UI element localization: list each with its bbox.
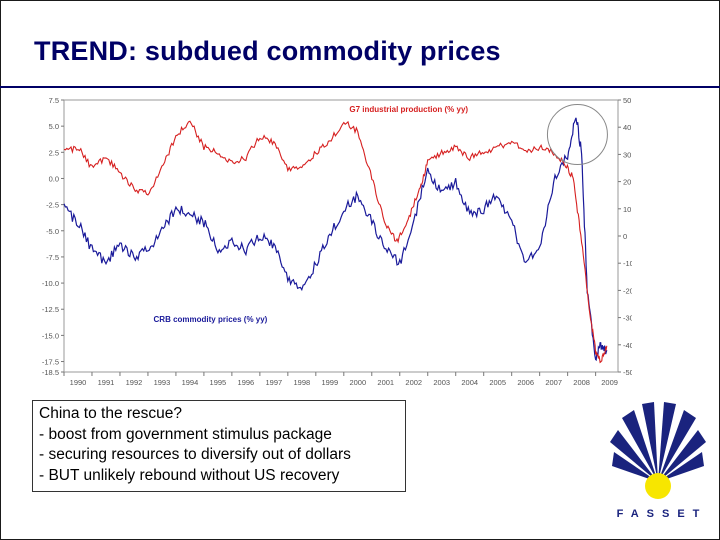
series-label-g7: G7 industrial production (% yy) <box>349 105 468 114</box>
dual-axis-line-chart: 7.5 5.0 2.5 0.0 -2.5 -5.0 -7.5 -10.0 -12.5 -15.0 -… <box>32 92 632 392</box>
chart-svg: 7.5 5.0 2.5 0.0 -2.5 -5.0 -7.5 -10.0 -12.5 -15.0 -… <box>42 96 632 387</box>
right-tick-label: -40 <box>623 341 632 350</box>
series-label-crb: CRB commodity prices (% yy) <box>154 315 268 324</box>
right-tick-label: 40 <box>623 123 631 132</box>
left-tick-label: -18.5 <box>42 368 59 377</box>
x-tick-label: 1993 <box>154 378 171 387</box>
left-tick-label: -7.5 <box>46 253 59 262</box>
right-tick-label: 30 <box>623 150 631 159</box>
x-tick-label: 2001 <box>377 378 394 387</box>
x-tick-label: 2004 <box>461 378 478 387</box>
right-tick-label: -50 <box>623 368 632 377</box>
title-rule <box>0 86 720 88</box>
x-tick-label: 1991 <box>98 378 115 387</box>
x-tick-label: 1992 <box>126 378 143 387</box>
x-tick-label: 2005 <box>489 378 506 387</box>
right-tick-label: 10 <box>623 205 631 214</box>
left-tick-label: 0.0 <box>49 174 59 183</box>
left-tick-label: 2.5 <box>49 148 59 157</box>
x-tick-label: 2009 <box>601 378 618 387</box>
x-tick-label: 1998 <box>293 378 310 387</box>
x-tick-label: 2007 <box>545 378 562 387</box>
china-callout-box: China to the rescue? - boost from govern… <box>32 400 406 492</box>
left-tick-label: 7.5 <box>49 96 59 105</box>
callout-line: - securing resources to diversify out of… <box>39 446 351 463</box>
series-line-crb-commodity-prices <box>63 117 608 362</box>
right-tick-label: 50 <box>623 96 631 105</box>
peak-circle-annotation <box>546 104 608 166</box>
right-tick-label: -30 <box>623 314 632 323</box>
right-tick-label: -10 <box>623 259 632 268</box>
left-tick-label: -12.5 <box>42 305 59 314</box>
x-tick-label: 2008 <box>573 378 590 387</box>
logo-wordmark: FASSET <box>616 508 708 520</box>
x-tick-label: 2003 <box>433 378 450 387</box>
x-tick-label: 1990 <box>70 378 87 387</box>
left-tick-label: -2.5 <box>46 201 59 210</box>
right-tick-label: -20 <box>623 286 632 295</box>
fasset-logo: FASSET <box>608 400 708 530</box>
right-tick-label: 20 <box>623 178 631 187</box>
x-tick-label: 1994 <box>182 378 199 387</box>
slide-title: TREND: subdued commodity prices <box>34 36 501 66</box>
x-tick-label: 1999 <box>321 378 338 387</box>
left-tick-label: 5.0 <box>49 122 59 131</box>
fasset-sunburst-icon <box>610 402 706 499</box>
left-tick-label: -10.0 <box>42 279 59 288</box>
x-tick-label: 1995 <box>210 378 227 387</box>
x-tick-label: 2000 <box>349 378 366 387</box>
left-tick-label: -5.0 <box>46 227 59 236</box>
left-tick-label: -17.5 <box>42 358 59 367</box>
callout-line: - BUT unlikely rebound without US recove… <box>39 466 340 484</box>
x-tick-label: 1996 <box>238 378 255 387</box>
plot-area <box>63 99 619 373</box>
right-tick-label: 0 <box>623 232 627 241</box>
left-tick-label: -15.0 <box>42 331 59 340</box>
callout-line: - boost from government stimulus package <box>39 425 332 443</box>
x-tick-label: 2002 <box>405 378 422 387</box>
x-tick-label: 2006 <box>517 378 534 387</box>
x-tick-label: 1997 <box>266 378 283 387</box>
callout-line: China to the rescue? <box>39 405 183 422</box>
